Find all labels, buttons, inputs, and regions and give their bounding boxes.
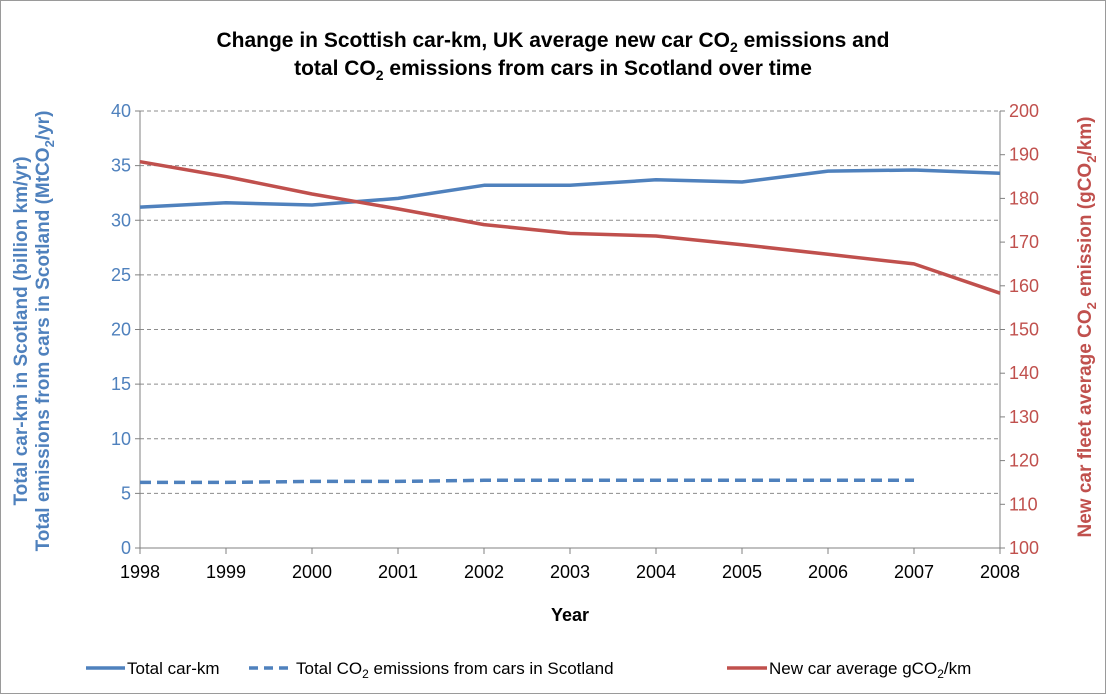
data-point-carkm — [569, 184, 572, 187]
x-tick-label: 2004 — [636, 562, 676, 582]
data-point-emissions — [827, 479, 830, 482]
data-point-emissions — [655, 479, 658, 482]
data-point-newcar — [311, 193, 314, 196]
data-point-newcar — [913, 262, 916, 265]
legend-label-emissions: Total CO2 emissions from cars in Scotlan… — [296, 659, 614, 681]
legend-label-newcar: New car average gCO2/km — [769, 659, 971, 681]
right-tick-label: 110 — [1009, 494, 1038, 514]
right-tick-label: 170 — [1009, 232, 1039, 252]
data-point-newcar — [397, 207, 400, 210]
x-tick-label: 2005 — [722, 562, 762, 582]
right-tick-label: 100 — [1009, 538, 1039, 558]
left-tick-label: 10 — [111, 429, 131, 449]
x-tick-label: 2001 — [378, 562, 418, 582]
x-tick-label: 2006 — [808, 562, 848, 582]
right-tick-label: 160 — [1009, 276, 1039, 296]
x-axis-label: Year — [551, 605, 589, 625]
data-point-carkm — [483, 184, 486, 187]
data-point-emissions — [483, 479, 486, 482]
x-tick-label: 1999 — [206, 562, 246, 582]
data-point-carkm — [655, 178, 658, 181]
data-point-carkm — [311, 203, 314, 206]
legend: Total car-km Total CO2 emissions from ca… — [86, 659, 971, 681]
chart-title-line-2: total CO2 emissions from cars in Scotlan… — [294, 57, 812, 83]
legend-label-carkm: Total car-km — [127, 659, 220, 678]
left-tick-label: 35 — [111, 156, 131, 176]
data-point-newcar — [139, 160, 142, 163]
left-y-axis-label-1: Total car-km in Scotland (billion km/yr) — [11, 156, 32, 505]
legend-item-emissions: Total CO2 emissions from cars in Scotlan… — [249, 659, 614, 681]
data-point-newcar — [999, 292, 1002, 295]
data-point-carkm — [999, 172, 1002, 175]
left-tick-label: 25 — [111, 265, 131, 285]
data-point-newcar — [569, 232, 572, 235]
left-tick-label: 20 — [111, 320, 131, 340]
x-tick-label: 2007 — [894, 562, 934, 582]
data-point-carkm — [913, 168, 916, 171]
chart-title-line-1: Change in Scottish car-km, UK average ne… — [216, 29, 889, 55]
left-tick-label: 0 — [121, 538, 131, 558]
right-y-ticks: 100 110 120 130 140 150 160 170 180 190 200 — [1000, 101, 1039, 558]
left-tick-label: 5 — [121, 483, 131, 503]
right-tick-label: 130 — [1009, 407, 1039, 427]
right-tick-label: 150 — [1009, 320, 1039, 340]
data-point-carkm — [139, 206, 142, 209]
data-point-newcar — [225, 175, 228, 178]
data-point-emissions — [741, 479, 744, 482]
data-point-carkm — [397, 197, 400, 200]
right-y-axis-label: New car fleet average CO2 emission (gCO2… — [1075, 116, 1099, 537]
left-tick-label: 40 — [111, 101, 131, 121]
series-line-newcar — [139, 159, 1001, 295]
x-tick-label: 1998 — [120, 562, 160, 582]
data-point-emissions — [225, 481, 228, 484]
data-point-newcar — [655, 234, 658, 237]
right-tick-label: 190 — [1009, 145, 1039, 165]
right-tick-label: 120 — [1009, 451, 1039, 471]
left-y-ticks: 0 5 10 15 20 25 30 35 40 — [111, 101, 140, 558]
x-tick-label: 2002 — [464, 562, 504, 582]
legend-item-carkm: Total car-km — [86, 659, 220, 678]
x-tick-label: 2003 — [550, 562, 590, 582]
legend-item-newcar: New car average gCO2/km — [727, 659, 971, 681]
gridlines — [140, 110, 1000, 494]
data-point-emissions — [569, 479, 572, 482]
data-point-emissions — [139, 481, 142, 484]
x-tick-label: 2000 — [292, 562, 332, 582]
data-point-newcar — [741, 243, 744, 246]
data-point-newcar — [827, 253, 830, 256]
x-ticks: 1998 1999 2000 2001 2002 2003 2004 2005 2006 2007… — [120, 548, 1020, 582]
left-tick-label: 30 — [111, 210, 131, 230]
data-point-emissions — [913, 479, 916, 482]
left-tick-label: 15 — [111, 374, 131, 394]
data-point-newcar — [483, 223, 486, 226]
data-point-carkm — [225, 201, 228, 204]
data-point-emissions — [311, 480, 314, 483]
right-tick-label: 200 — [1009, 101, 1039, 121]
data-point-emissions — [397, 480, 400, 483]
series-line-emissions — [140, 478, 914, 485]
right-tick-label: 180 — [1009, 188, 1039, 208]
left-y-axis-label-2: Total emissions from cars in Scotland (M… — [33, 111, 57, 552]
series-line-carkm — [139, 168, 1001, 209]
right-tick-label: 140 — [1009, 363, 1039, 383]
data-point-carkm — [741, 181, 744, 184]
series-lines — [139, 159, 1002, 485]
data-point-carkm — [827, 170, 830, 173]
x-tick-label: 2008 — [980, 562, 1020, 582]
